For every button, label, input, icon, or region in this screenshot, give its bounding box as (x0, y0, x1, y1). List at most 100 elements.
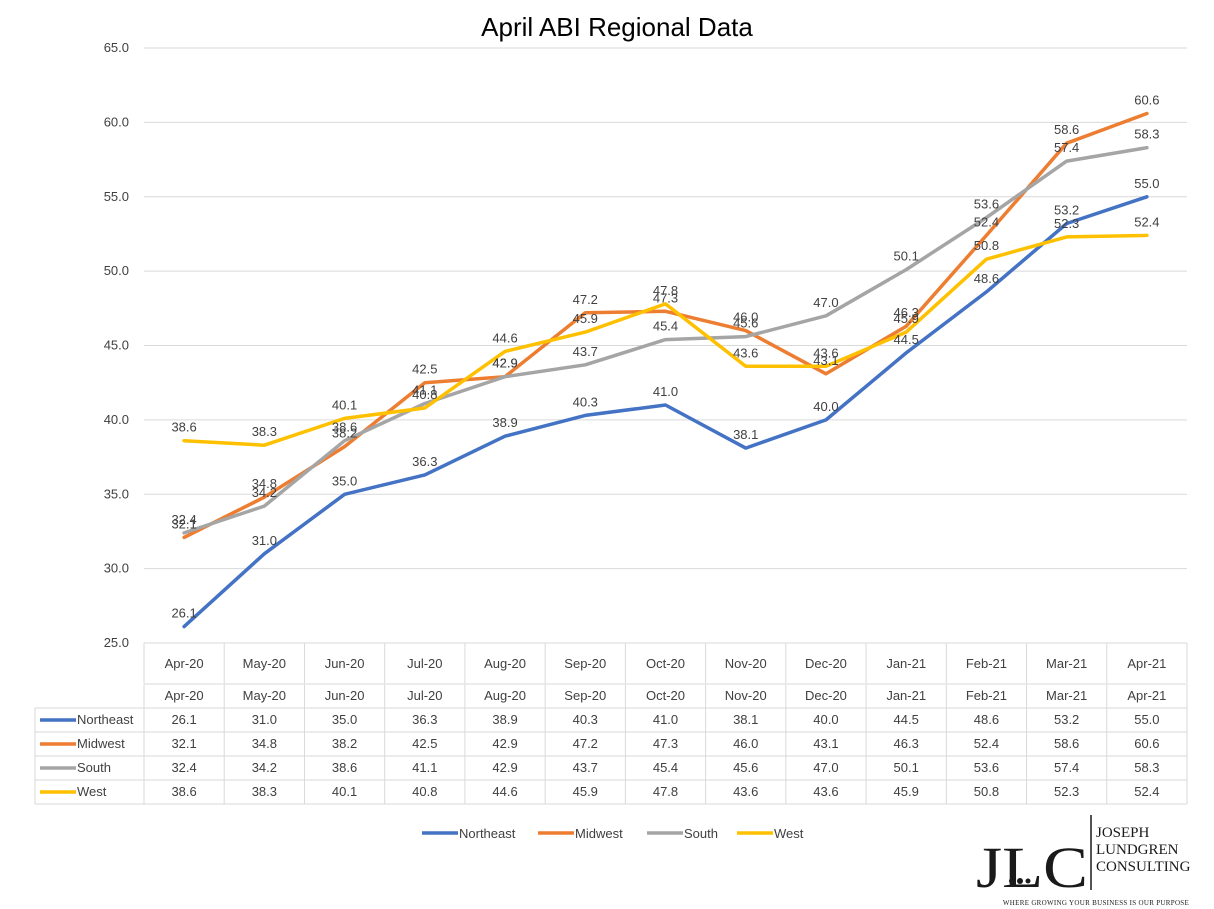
x-tick-label: Jan-21 (886, 656, 926, 671)
table-cell: 40.1 (332, 784, 357, 799)
legend-label: Northeast (459, 826, 516, 841)
x-tick-label: Jul-20 (407, 656, 442, 671)
data-label: 44.6 (492, 330, 517, 345)
logo-name-line-2: LUNDGREN (1096, 842, 1179, 858)
data-label: 47.8 (653, 283, 678, 298)
table-cell: 38.3 (252, 784, 277, 799)
table-cell: 50.1 (894, 760, 919, 775)
table-cell: 43.1 (813, 736, 838, 751)
y-tick-label: 60.0 (104, 114, 129, 129)
table-row-label: Midwest (77, 736, 125, 751)
table-cell: 46.3 (894, 736, 919, 751)
data-label: 47.3 (653, 290, 678, 305)
table-cell: 52.3 (1054, 784, 1079, 799)
data-label: 40.3 (573, 394, 598, 409)
data-label: 44.5 (894, 332, 919, 347)
table-cell: 40.8 (412, 784, 437, 799)
table-cell: 60.6 (1134, 736, 1159, 751)
data-table: Apr-20 May-20 Jun-20 Jul-20 Aug-20 Sep-20 Oct-… (34, 683, 1188, 805)
logo-dot (1017, 878, 1023, 884)
data-label: 43.6 (813, 345, 838, 360)
table-header-cell: Aug-20 (484, 688, 526, 703)
table-cell: 34.2 (252, 760, 277, 775)
data-labels: 26.1 31.0 35.0 36.3 38.9 40.3 41.0 38.1 40.0 44.5… (171, 92, 1159, 620)
table-cell: 36.3 (412, 712, 437, 727)
data-label: 50.1 (894, 249, 919, 264)
data-label: 46.0 (733, 310, 758, 325)
data-label: 32.1 (171, 516, 196, 531)
table-cell: 38.1 (733, 712, 758, 727)
table-cell: 42.9 (492, 736, 517, 751)
table-cell: 44.5 (894, 712, 919, 727)
x-tick-label: Dec-20 (805, 656, 847, 671)
data-label: 53.6 (974, 197, 999, 212)
x-tick-label: Mar-21 (1046, 656, 1087, 671)
table-cell: 52.4 (1134, 784, 1159, 799)
data-label: 38.2 (332, 426, 357, 441)
table-cell: 38.2 (332, 736, 357, 751)
data-label: 41.1 (412, 383, 437, 398)
data-label: 48.6 (974, 271, 999, 286)
table-cell: 42.9 (492, 760, 517, 775)
data-label: 38.9 (492, 415, 517, 430)
table-cell: 47.8 (653, 784, 678, 799)
table-cell: 35.0 (332, 712, 357, 727)
table-cell: 41.0 (653, 712, 678, 727)
logo-name-line-3: CONSULTING (1096, 859, 1191, 875)
data-label: 43.7 (573, 344, 598, 359)
table-cell: 58.3 (1134, 760, 1159, 775)
table-header-cell: Jul-20 (407, 688, 442, 703)
data-label: 35.0 (332, 473, 357, 488)
y-tick-label: 40.0 (104, 412, 129, 427)
table-cell: 40.3 (573, 712, 598, 727)
table-cell: 43.6 (733, 784, 758, 799)
table-header-cell: Apr-20 (165, 688, 204, 703)
y-tick-label: 65.0 (104, 40, 129, 55)
company-logo: JLC JOSEPH LUNDGREN CONSULTING WHERE GRO… (976, 815, 1191, 907)
data-label: 31.0 (252, 533, 277, 548)
data-label: 52.4 (974, 214, 999, 229)
data-label: 38.1 (733, 427, 758, 442)
logo-dot (1025, 878, 1031, 884)
x-tick-label: Oct-20 (646, 656, 685, 671)
data-label: 60.6 (1134, 92, 1159, 107)
legend: Northeast Midwest South West (422, 826, 804, 841)
series-line-south (182, 145, 1149, 535)
table-cell: 26.1 (171, 712, 196, 727)
data-label: 42.9 (492, 356, 517, 371)
table-header-cell: Sep-20 (564, 688, 606, 703)
table-header-cell: Jan-21 (886, 688, 926, 703)
data-label: 52.3 (1054, 216, 1079, 231)
data-label: 57.4 (1054, 140, 1079, 155)
table-cell: 38.6 (171, 784, 196, 799)
data-label: 53.2 (1054, 203, 1079, 218)
table-cell: 47.3 (653, 736, 678, 751)
table-cell: 47.2 (573, 736, 598, 751)
legend-label: West (774, 826, 804, 841)
data-label: 42.9 (492, 356, 517, 371)
table-header-cell: Feb-21 (966, 688, 1007, 703)
x-tick-label: Nov-20 (725, 656, 767, 671)
table-header-cell: Apr-21 (1127, 688, 1166, 703)
data-label: 42.5 (412, 362, 437, 377)
table-row-label: South (77, 760, 111, 775)
y-tick-label: 25.0 (104, 635, 129, 650)
table-cell: 45.4 (653, 760, 678, 775)
y-tick-label: 45.0 (104, 338, 129, 353)
data-label: 38.6 (332, 420, 357, 435)
legend-label: South (684, 826, 718, 841)
table-cell: 52.4 (974, 736, 999, 751)
x-tick-label: Apr-20 (165, 656, 204, 671)
data-label: 46.3 (894, 305, 919, 320)
table-cell: 43.7 (573, 760, 598, 775)
table-cell: 44.6 (492, 784, 517, 799)
data-label: 43.1 (813, 353, 838, 368)
data-label: 58.3 (1134, 127, 1159, 142)
y-tick-label: 50.0 (104, 263, 129, 278)
y-axis: 25.0 30.0 35.0 40.0 45.0 50.0 55.0 60.0 65.0 (104, 40, 129, 650)
data-label: 47.0 (813, 295, 838, 310)
x-tick-label: Feb-21 (966, 656, 1007, 671)
table-row-label: West (77, 784, 107, 799)
table-cell: 57.4 (1054, 760, 1079, 775)
table-header-cell: Nov-20 (725, 688, 767, 703)
